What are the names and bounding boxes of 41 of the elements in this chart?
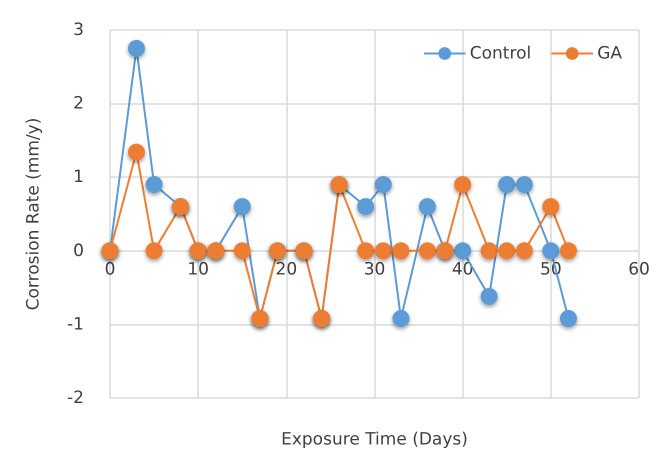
point bbox=[234, 198, 251, 216]
point bbox=[480, 242, 498, 260]
y-tick-label: -2 bbox=[67, 388, 84, 408]
y-axis-title: Corrosion Rate (mm/y) bbox=[24, 118, 44, 310]
x-tick-label: 60 bbox=[628, 259, 650, 280]
point bbox=[374, 242, 392, 260]
y-tick-label: 3 bbox=[73, 20, 84, 40]
point bbox=[560, 310, 577, 328]
point bbox=[480, 288, 498, 305]
y-tick-label: 0 bbox=[73, 240, 84, 261]
point bbox=[454, 176, 472, 194]
x-tick-label: 30 bbox=[364, 259, 386, 280]
y-tick-label: 1 bbox=[73, 167, 84, 188]
y-tick-label: 2 bbox=[73, 94, 84, 114]
point bbox=[516, 176, 533, 194]
point bbox=[560, 242, 577, 260]
point bbox=[454, 242, 472, 260]
point bbox=[128, 40, 145, 57]
x-tick-label: 20 bbox=[276, 259, 298, 280]
point bbox=[234, 242, 251, 260]
point bbox=[418, 242, 436, 260]
point bbox=[146, 242, 163, 260]
point bbox=[357, 242, 374, 260]
point bbox=[146, 176, 163, 194]
point bbox=[392, 242, 410, 260]
point bbox=[392, 310, 410, 328]
legend-label: GA bbox=[597, 44, 622, 64]
point bbox=[498, 176, 516, 194]
point bbox=[418, 198, 436, 216]
x-tick-label: 10 bbox=[187, 259, 209, 280]
point bbox=[498, 242, 516, 260]
x-tick-label: 0 bbox=[104, 259, 116, 280]
point bbox=[542, 242, 560, 260]
point bbox=[357, 198, 374, 216]
x-axis-title: Exposure Time (Days) bbox=[281, 429, 468, 450]
point bbox=[516, 242, 533, 260]
point bbox=[374, 176, 392, 194]
point bbox=[542, 198, 560, 216]
legend-label: Control bbox=[470, 44, 532, 64]
y-tick-label: -1 bbox=[67, 314, 84, 334]
point bbox=[128, 144, 145, 161]
